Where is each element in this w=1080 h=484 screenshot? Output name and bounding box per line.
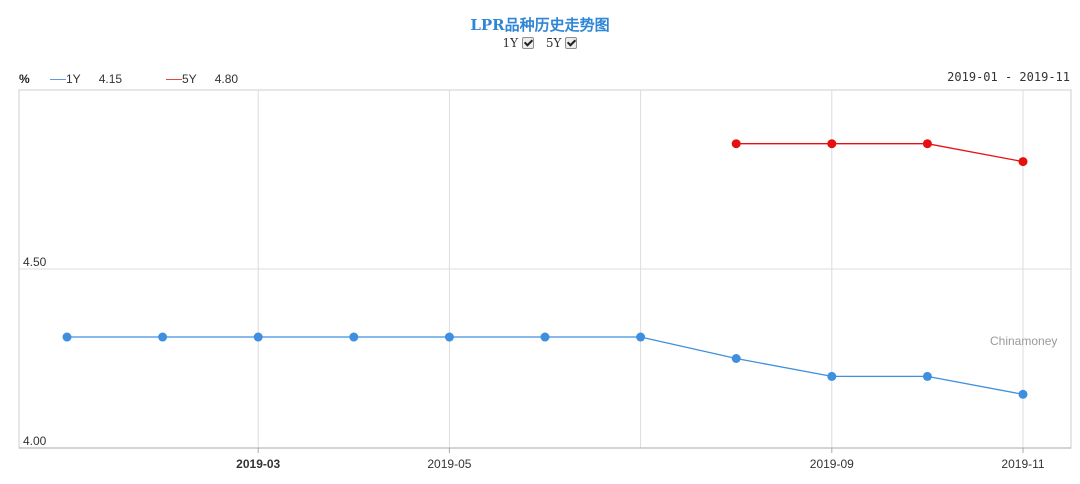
legend-1y-line [50, 78, 66, 80]
legend-5y-line [166, 78, 182, 80]
data-point-1y [636, 332, 646, 342]
data-point-1y [349, 332, 359, 342]
legend-1y-value: 4.15 [98, 72, 123, 86]
data-point-5y [731, 139, 741, 149]
data-point-1y [253, 332, 263, 342]
toggle-5y-checkbox[interactable] [565, 37, 578, 49]
y-tick-label: 4.00 [23, 434, 47, 448]
data-point-1y [827, 371, 837, 381]
data-point-1y [62, 332, 72, 342]
series-line-1y [67, 336, 1024, 395]
x-tick-label: 2019-03 [236, 457, 280, 471]
x-tick-label: 2019-05 [427, 457, 471, 471]
toggle-5y[interactable]: 5Y [546, 36, 578, 50]
watermark: Chinamoney [990, 334, 1058, 348]
data-point-5y [827, 139, 837, 149]
toggle-1y-label: 1Y [502, 36, 519, 50]
date-range: 2019-01 - 2019-11 [947, 70, 1070, 84]
legend-1y-name: 1Y [66, 72, 81, 86]
unit-label: % [19, 72, 30, 86]
data-point-1y [158, 332, 168, 342]
chart-title: LPR品种历史走势图 [470, 16, 610, 34]
data-point-1y [540, 332, 550, 342]
legend-5y-value: 4.80 [214, 72, 239, 86]
series-line-5y [736, 143, 1024, 163]
data-point-5y [922, 139, 932, 149]
toggle-1y-checkbox[interactable] [522, 37, 535, 49]
toggle-5y-label: 5Y [545, 36, 562, 50]
data-point-1y [922, 371, 932, 381]
legend-5y-name: 5Y [182, 72, 197, 86]
x-tick-label: 2019-09 [810, 457, 854, 471]
series-toggles: 1Y 5Y [0, 36, 1080, 50]
toggle-1y[interactable]: 1Y [503, 36, 535, 50]
data-point-5y [1018, 157, 1028, 167]
legend-item-1y[interactable]: 1Y 4.15 [50, 72, 122, 86]
y-tick-label: 4.50 [23, 255, 47, 269]
data-point-1y [1018, 389, 1028, 399]
data-point-1y [444, 332, 454, 342]
data-point-1y [731, 354, 741, 363]
x-tick-label: 2019-11 [1001, 457, 1044, 471]
legend-item-5y[interactable]: 5Y 4.80 [166, 72, 238, 86]
